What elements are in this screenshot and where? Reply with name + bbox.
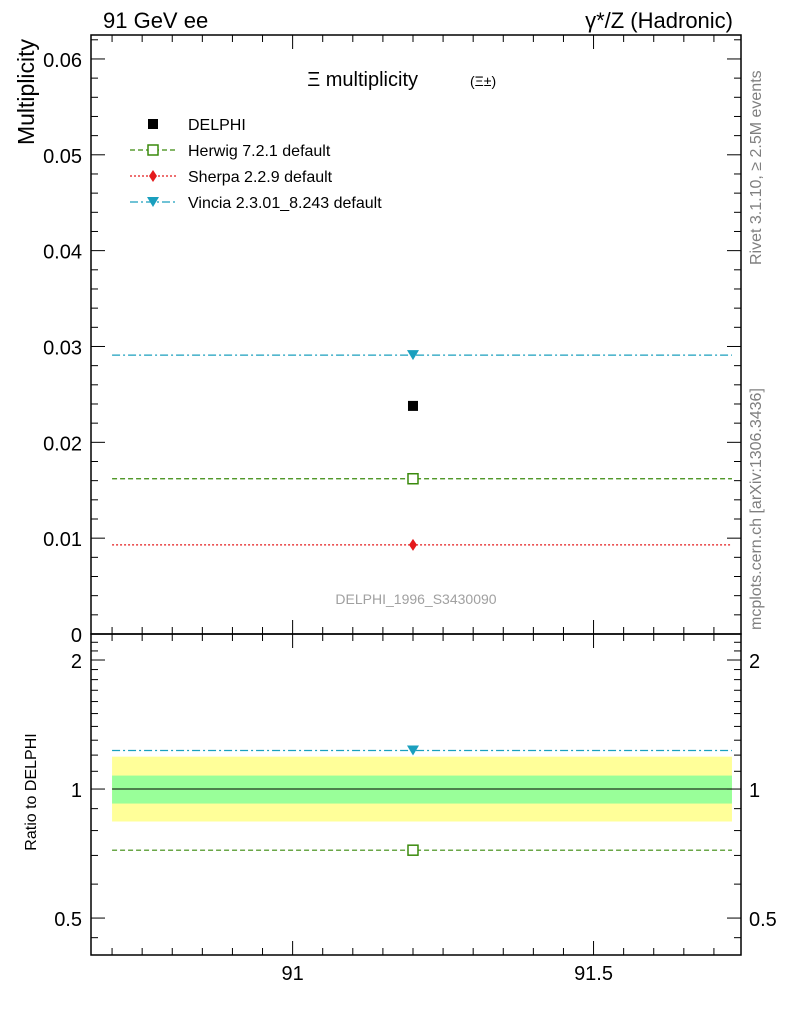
legend-herwig-7-2-1-default-marker — [147, 144, 159, 156]
x-tick-label: 91.5 — [574, 963, 613, 985]
ratio-y-tick-label: 0.5 — [54, 909, 82, 931]
legend-herwig-7-2-1-default-label: Herwig 7.2.1 default — [188, 143, 331, 160]
legend-vincia-2-3-01-8-243-default-label: Vincia 2.3.01_8.243 default — [188, 195, 382, 212]
main-y-tick-label: 0.03 — [43, 337, 82, 359]
ratio-x-ticks: 91 91.5 — [111, 634, 715, 985]
legend: DELPHI Herwig 7.2.1 default Sherpa 2.2.9 d… — [130, 117, 382, 212]
main-y-tick-label: 0.02 — [43, 433, 82, 455]
legend-sherpa-2-2-9-default-marker — [149, 170, 157, 182]
main-panel: 0 0.01 0.02 0.03 0.04 0.05 0.06 Multiplicity Ξ… — [13, 34, 742, 647]
main-x-ticks — [111, 35, 715, 634]
legend-vincia-2-3-01-8-243-default-marker — [147, 197, 159, 207]
ratio-series-layer — [112, 745, 732, 856]
ratio-y-tick-label-right: 2 — [749, 651, 760, 673]
main-y-tick-label: 0.01 — [43, 529, 82, 551]
main-series-layer — [112, 350, 732, 551]
vincia-2-3-01-8-243-default-point — [406, 350, 419, 361]
x-tick-label: 91 — [281, 963, 303, 985]
main-y-ticks: 0 0.01 0.02 0.03 0.04 0.05 0.06 — [43, 39, 741, 647]
delphi-point — [407, 400, 418, 411]
header-right: γ*/Z (Hadronic) — [585, 8, 733, 33]
main-y-tick-label: 0.05 — [43, 146, 82, 168]
legend-delphi-marker — [148, 119, 158, 129]
ratio-y-tick-label: 1 — [71, 780, 82, 802]
header-left: 91 GeV ee — [103, 8, 208, 33]
ratio-herwig-7-2-1-default-point — [407, 844, 419, 856]
main-y-tick-label: 0.06 — [43, 50, 82, 72]
rivet-label: Rivet 3.1.10, ≥ 2.5M events — [748, 70, 765, 265]
ratio-frame — [90, 633, 742, 956]
mcplots-label: mcplots.cern.ch [arXiv:1306.3436] — [748, 388, 765, 630]
main-title: Ξ multiplicity — [307, 69, 418, 91]
main-title-sub: (Ξ±) — [470, 73, 496, 89]
ratio-y-label: Ratio to DELPHI — [23, 733, 40, 850]
ratio-panel: 0.5 0.5 1 1 2 2 91 91.5 Ratio to DELPHI — [23, 633, 777, 985]
ratio-y-tick-label-right: 1 — [749, 780, 760, 802]
legend-sherpa-2-2-9-default-label: Sherpa 2.2.9 default — [188, 169, 333, 186]
ratio-y-ticks: 0.5 0.5 1 1 2 2 — [54, 641, 777, 939]
ratio-y-tick-label: 2 — [71, 651, 82, 673]
main-y-tick-label: 0 — [71, 625, 82, 647]
herwig-7-2-1-default-point — [407, 472, 419, 485]
main-y-tick-label: 0.04 — [43, 242, 82, 264]
ratio-y-tick-label-right: 0.5 — [749, 909, 777, 931]
legend-delphi-label: DELPHI — [188, 117, 246, 134]
ratio-vincia-2-3-01-8-243-default-point — [406, 745, 419, 756]
analysis-label: DELPHI_1996_S3430090 — [335, 591, 496, 607]
ratio-band-inner — [112, 775, 732, 804]
sherpa-2-2-9-default-point — [408, 538, 417, 551]
main-y-label: Multiplicity — [13, 38, 39, 145]
